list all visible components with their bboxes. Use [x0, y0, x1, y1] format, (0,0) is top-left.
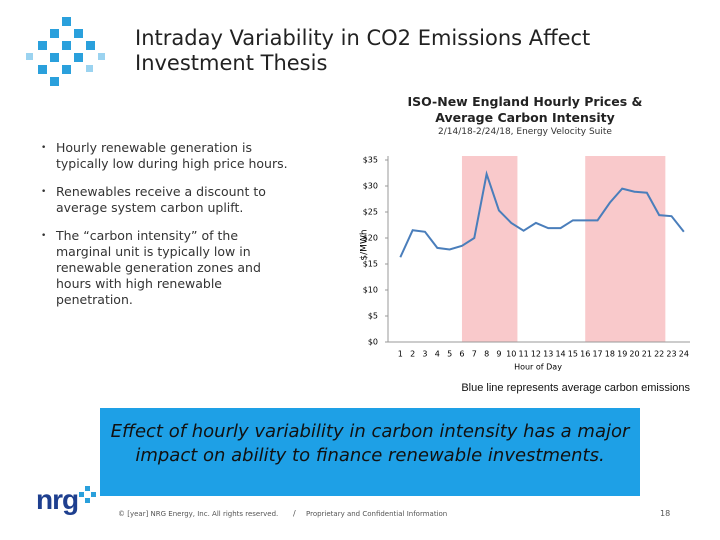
bullet-list: Hourly renewable generation is typically…: [38, 140, 293, 320]
bullet: Hourly renewable generation is typically…: [38, 140, 293, 172]
highlight-band: [461, 156, 518, 342]
page-number: 18: [660, 509, 671, 518]
y-tick-label: $5: [368, 312, 378, 321]
chart: $/MWh Hour of Day $0 $5 $10 $15 $20 $25 $30 $35…: [360, 156, 690, 372]
x-tick-label: 18: [605, 350, 615, 359]
x-axis-label: Hour of Day: [514, 363, 562, 372]
y-tick-label: $10: [363, 286, 378, 295]
x-tick-label: 12: [531, 350, 541, 359]
x-tick-label: 17: [592, 350, 602, 359]
data-line: [399, 170, 685, 258]
x-tick-label: 8: [484, 350, 489, 359]
x-tick-label: 15: [568, 350, 578, 359]
slide-title: Intraday Variability in CO2 Emissions Af…: [135, 26, 591, 75]
x-tick-label: 11: [518, 350, 528, 359]
x-tick-label: 20: [629, 350, 639, 359]
y-axis-label: $/MWh: [360, 229, 370, 260]
chart-title: ISO-New England Hourly Prices & Average …: [407, 94, 643, 125]
chart-note: Blue line represents average carbon emis…: [461, 382, 690, 394]
footer-separator: /: [293, 509, 296, 518]
x-tick-label: 24: [679, 350, 689, 359]
y-tick-label: $25: [363, 208, 378, 217]
logo-mark: [79, 486, 96, 503]
x-tick-label: 5: [447, 350, 452, 359]
x-tick-label: 6: [459, 350, 464, 359]
y-tick-label: $35: [363, 156, 378, 165]
x-tick-label: 2: [410, 350, 415, 359]
logo: nrg: [36, 484, 79, 515]
x-tick-label: 10: [506, 350, 516, 359]
y-tick-label: $15: [363, 260, 378, 269]
corner-logo: [26, 17, 105, 86]
bullet: The “carbon intensity” of the marginal u…: [38, 228, 293, 308]
x-tick-label: 7: [472, 350, 477, 359]
x-tick-label: 21: [642, 350, 652, 359]
x-tick-label: 4: [435, 350, 440, 359]
y-tick-label: $0: [368, 338, 378, 347]
callout-box: [100, 408, 640, 496]
chart-subtitle: 2/14/18-2/24/18, Energy Velocity Suite: [438, 127, 612, 137]
footer-copyright: © [year] NRG Energy, Inc. All rights res…: [118, 510, 279, 518]
x-tick-label: 1: [398, 350, 403, 359]
y-tick-label: $30: [363, 182, 378, 191]
callout-text: Effect of hourly variability in carbon i…: [110, 421, 630, 466]
x-tick-label: 13: [543, 350, 553, 359]
bullet: Renewables receive a discount to average…: [38, 184, 293, 216]
x-tick-label: 3: [422, 350, 427, 359]
x-tick-label: 16: [580, 350, 590, 359]
x-tick-label: 19: [617, 350, 627, 359]
x-tick-label: 14: [555, 350, 565, 359]
x-tick-label: 9: [496, 350, 501, 359]
footer-confidential: Proprietary and Confidential Information: [306, 510, 448, 518]
y-tick-label: $20: [363, 234, 378, 243]
highlight-band: [585, 156, 666, 342]
x-tick-label: 23: [666, 350, 676, 359]
x-tick-label: 22: [654, 350, 664, 359]
